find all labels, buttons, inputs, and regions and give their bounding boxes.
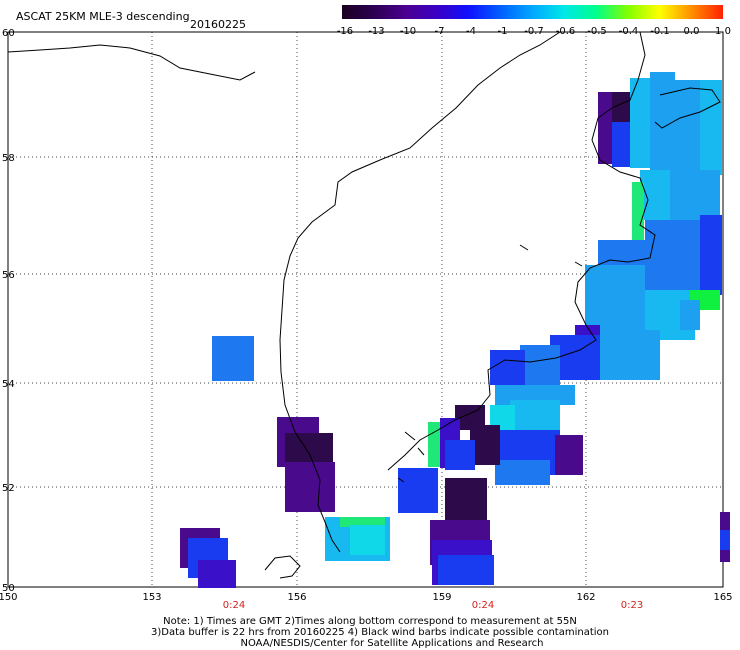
wind-cell — [680, 300, 700, 330]
wind-cell — [212, 336, 254, 381]
color-scale-bar — [342, 5, 723, 19]
coastline-segment — [264, 555, 301, 579]
coastline-segment — [574, 261, 583, 267]
wind-cell — [428, 422, 440, 467]
map-frame — [7, 31, 724, 588]
wind-data-cells — [180, 72, 730, 588]
product-title: ASCAT 25KM MLE-3 descending — [16, 10, 190, 23]
wind-cell — [398, 468, 438, 513]
coastline-segment — [404, 431, 416, 441]
pass-time-label: 0:24 — [471, 600, 495, 611]
wind-cell — [598, 92, 612, 164]
wind-cell — [612, 92, 630, 122]
wind-cell — [720, 530, 730, 550]
longitude-label: 162 — [576, 592, 596, 603]
pass-time-label: 0:23 — [620, 600, 644, 611]
coastline-segment — [7, 44, 256, 81]
wind-cell — [438, 555, 494, 585]
latitude-label: 56 — [2, 270, 15, 281]
wind-cell — [555, 435, 583, 475]
wind-cell — [495, 460, 550, 485]
wind-cell — [700, 80, 722, 175]
wind-cell — [445, 478, 487, 520]
coastline — [7, 31, 721, 579]
wind-cell — [520, 345, 560, 385]
coastline-segment — [519, 244, 529, 251]
wind-cell — [632, 182, 644, 252]
latitude-label: 54 — [2, 379, 15, 390]
product-date: 20160225 — [190, 18, 246, 31]
graticule-grid — [7, 31, 724, 588]
wind-cell — [340, 517, 385, 527]
wind-cell — [700, 215, 722, 295]
coastline-segment — [417, 447, 425, 456]
latitude-label: 50 — [2, 583, 15, 594]
wind-cell — [640, 170, 670, 220]
wind-cell — [198, 560, 236, 588]
wind-cell — [675, 80, 700, 170]
wind-cell — [445, 440, 475, 470]
coastline-segment — [654, 87, 721, 129]
coastline-segment — [397, 477, 405, 483]
longitude-label: 165 — [713, 592, 733, 603]
wind-cell — [490, 350, 525, 385]
wind-cell — [600, 330, 660, 380]
footer-credit: NOAA/NESDIS/Center for Satellite Applica… — [240, 638, 544, 649]
wind-cell — [285, 462, 335, 512]
wind-cell — [650, 72, 675, 172]
footer-note-2: 3)Data buffer is 22 hrs from 20160225 4)… — [151, 627, 609, 638]
longitude-label: 156 — [287, 592, 307, 603]
coastline-segment — [279, 31, 561, 553]
pass-time-label: 0:24 — [222, 600, 246, 611]
wind-cell — [612, 122, 632, 167]
longitude-label: 150 — [0, 592, 18, 603]
coastline-segment — [387, 31, 656, 471]
longitude-label: 153 — [142, 592, 162, 603]
wind-cell — [350, 525, 385, 555]
latitude-label: 52 — [2, 483, 15, 494]
wind-cell — [630, 78, 650, 168]
longitude-label: 159 — [432, 592, 452, 603]
latitude-label: 60 — [2, 28, 15, 39]
latitude-label: 58 — [2, 153, 15, 164]
footer-note-1: Note: 1) Times are GMT 2)Times along bot… — [163, 616, 577, 627]
wind-cell — [645, 220, 700, 290]
